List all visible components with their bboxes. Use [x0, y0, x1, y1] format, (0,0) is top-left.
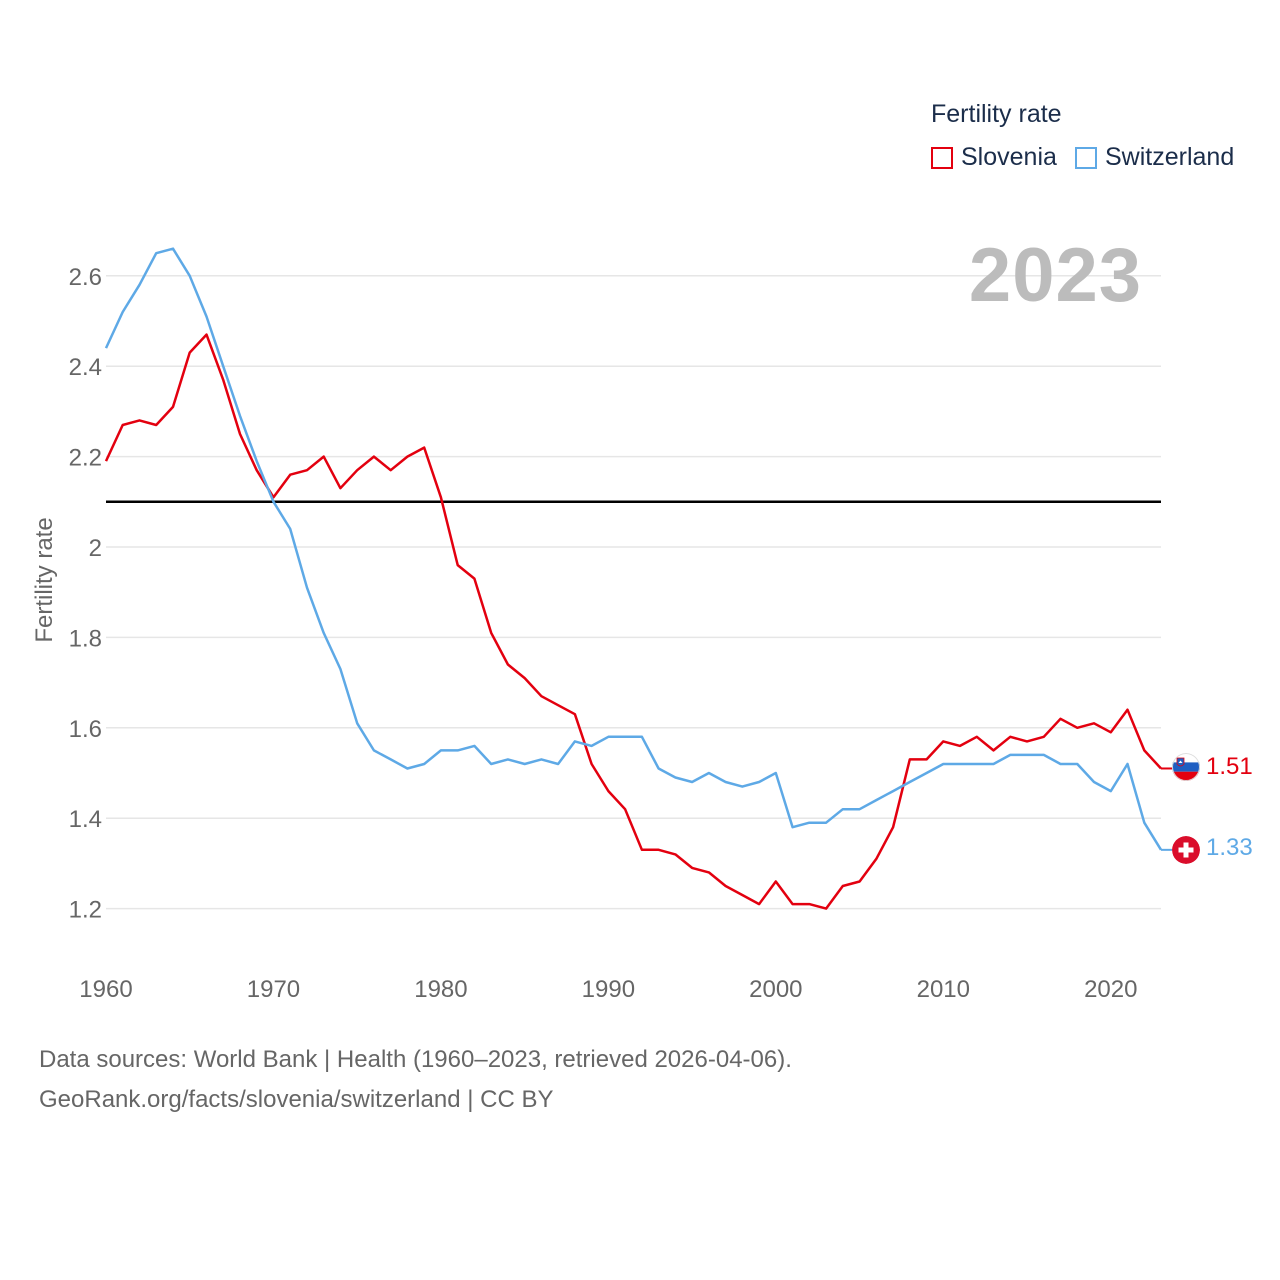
- legend-swatch-slovenia: [931, 146, 953, 169]
- y-tick-label: 2: [89, 535, 102, 562]
- x-tick-label: 2010: [917, 976, 970, 1003]
- x-tick-label: 2000: [749, 976, 802, 1003]
- y-tick-label: 1.8: [69, 625, 102, 652]
- legend-item-switzerland[interactable]: Switzerland: [1075, 143, 1234, 172]
- y-tick-label: 1.6: [69, 716, 102, 743]
- footer-source: Data sources: World Bank | Health (1960–…: [39, 1046, 792, 1073]
- legend-title: Fertility rate: [931, 100, 1062, 128]
- slovenia-flag-icon: [1172, 753, 1200, 781]
- x-tick-label: 1970: [247, 976, 300, 1003]
- series-line-switzerland: [104, 247, 1163, 851]
- series-line-slovenia: [104, 333, 1162, 910]
- x-tick-label: 1990: [582, 976, 635, 1003]
- x-tick-label: 1960: [79, 976, 132, 1003]
- y-axis-label: Fertility rate: [31, 517, 58, 642]
- y-tick-label: 1.4: [69, 806, 102, 833]
- gridlines: [106, 275, 1161, 910]
- x-tick-label: 1980: [414, 976, 467, 1003]
- y-tick-label: 2.2: [69, 445, 102, 472]
- switzerland-end-value: 1.33: [1206, 834, 1253, 861]
- legend-label-switzerland: Switzerland: [1105, 143, 1235, 171]
- current-year-label: 2023: [968, 233, 1142, 318]
- slovenia-end-value: 1.51: [1206, 753, 1253, 780]
- series-lines: [104, 247, 1172, 910]
- footer-link[interactable]: GeoRank.org/facts/slovenia/switzerland |…: [39, 1086, 554, 1113]
- y-tick-label: 2.6: [69, 264, 102, 291]
- y-tick-label: 1.2: [69, 897, 102, 924]
- y-tick-label: 2.4: [69, 354, 102, 381]
- legend-item-slovenia[interactable]: Slovenia: [931, 143, 1057, 172]
- y-axis-ticks: 1.2 1.4 1.6 1.8 2 2.2 2.4 2.6: [69, 264, 102, 924]
- legend-label-slovenia: Slovenia: [961, 143, 1057, 171]
- switzerland-flag-icon: [1172, 836, 1200, 864]
- x-axis-ticks: 1960 1970 1980 1990 2000 2010 2020: [79, 976, 1137, 1003]
- x-tick-label: 2020: [1084, 976, 1137, 1003]
- legend-swatch-switzerland: [1075, 146, 1097, 169]
